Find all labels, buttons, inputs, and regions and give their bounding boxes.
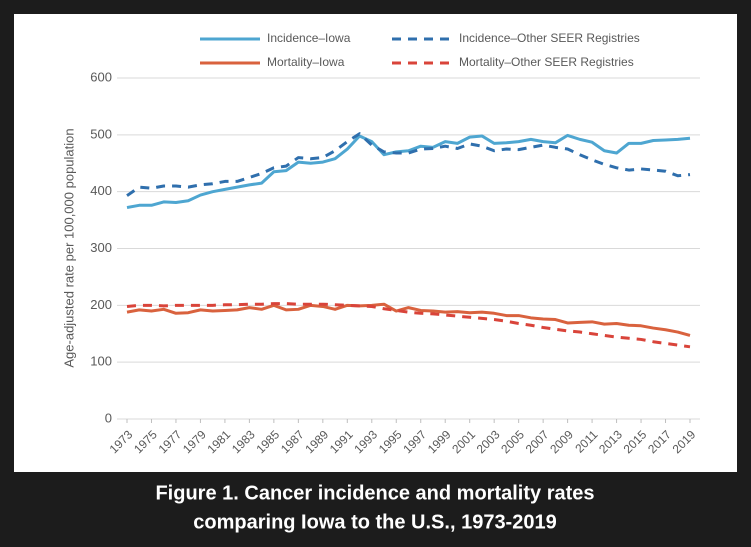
legend-label: Mortality–Iowa (267, 55, 345, 69)
y-tick-label: 100 (90, 354, 112, 369)
series-line (126, 302, 691, 337)
caption-line: comparing Iowa to the U.S., 1973-2019 (193, 511, 556, 533)
series-line (126, 133, 691, 210)
series-line (126, 302, 691, 349)
y-tick-label: 400 (90, 183, 112, 198)
y-tick-label: 0 (105, 410, 112, 425)
caption-line: Figure 1. Cancer incidence and mortality… (155, 482, 594, 504)
y-tick-label: 500 (90, 126, 112, 141)
y-axis-label: Age-adjusted rate per 100,000 population (61, 128, 76, 367)
y-tick-label: 300 (90, 240, 112, 255)
legend-label: Incidence–Iowa (267, 31, 351, 45)
legend-label: Incidence–Other SEER Registries (459, 31, 640, 45)
series-line (126, 132, 691, 197)
y-tick-label: 200 (90, 297, 112, 312)
y-tick-label: 600 (90, 69, 112, 84)
legend-label: Mortality–Other SEER Registries (459, 55, 634, 69)
plot-panel (14, 14, 737, 472)
